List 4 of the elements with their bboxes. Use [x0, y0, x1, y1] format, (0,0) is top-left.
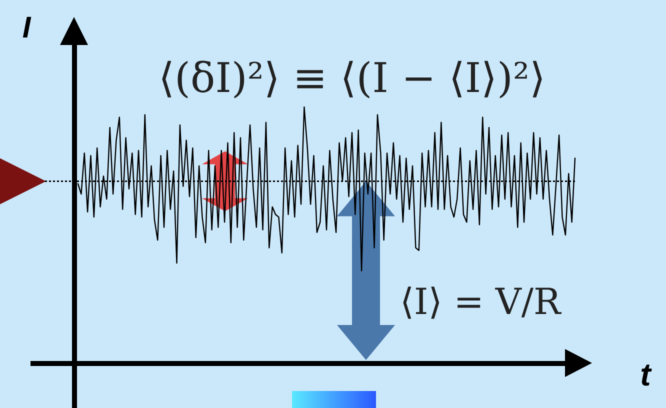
annotation: ⟨I⟩ = V/R — [400, 282, 562, 323]
y-axis-title: I — [22, 12, 32, 44]
x-axis-title: t — [640, 356, 652, 392]
text: ⟨(δI)²⟩ ≡ ⟨(I − ⟨I⟩)²⟩ — [158, 54, 546, 102]
